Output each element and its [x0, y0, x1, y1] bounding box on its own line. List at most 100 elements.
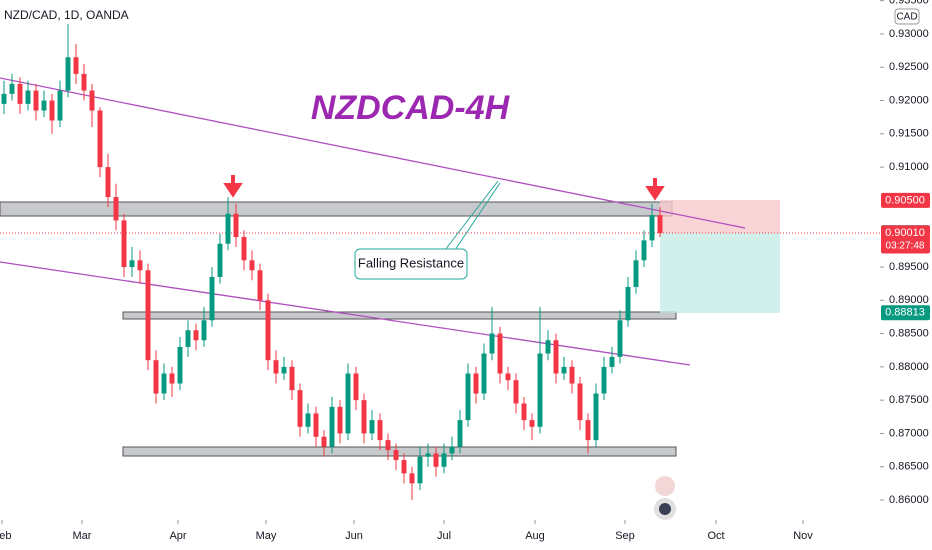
candle-body: [137, 260, 143, 271]
price-badge: [881, 225, 930, 254]
price-badge: [881, 305, 930, 321]
candle-body: [521, 403, 527, 421]
candle-body: [145, 270, 151, 361]
y-tick-label: 0.89000: [889, 294, 929, 306]
candle-body: [633, 260, 639, 287]
candle-body: [241, 237, 247, 261]
candle-body: [577, 383, 583, 421]
y-tick-label: 0.86000: [889, 494, 929, 506]
time-axis: [0, 522, 880, 550]
price-badge-label: 0.88813: [885, 307, 925, 319]
y-tick-label: 0.88500: [889, 327, 929, 339]
candle-body: [185, 330, 191, 347]
candle-body: [625, 286, 631, 321]
candle-body: [297, 390, 303, 427]
candle-body: [49, 100, 55, 121]
y-tick-label: 0.93500: [889, 0, 929, 7]
candle-body: [1, 93, 7, 104]
candle-body: [481, 353, 487, 394]
candle-body: [153, 360, 159, 394]
candle-body: [161, 373, 167, 394]
stop-zone: [660, 200, 780, 233]
candle-body: [585, 420, 591, 441]
x-tick-label: May: [256, 530, 277, 542]
x-tick-label: Aug: [525, 530, 545, 542]
candle-body: [361, 400, 367, 434]
candle-body: [569, 366, 575, 384]
candle-body: [201, 320, 207, 341]
support-zone: [122, 446, 677, 457]
trendline: [0, 261, 691, 366]
candle-body: [561, 366, 567, 374]
candle-body: [593, 393, 599, 441]
y-tick-label: 0.86500: [889, 461, 929, 473]
resistance-zone: [0, 201, 673, 217]
candle-body: [41, 100, 47, 111]
candle-body: [537, 353, 543, 427]
candle-body: [337, 406, 343, 434]
symbol-header: NZD/CAD, 1D, OANDA: [4, 8, 129, 22]
candle-body: [113, 197, 119, 221]
annotation-title: NZDCAD-4H: [311, 89, 511, 127]
candle-body: [369, 420, 375, 434]
candle-body: [545, 340, 551, 354]
candle-body: [249, 260, 255, 271]
x-tick-label: Jun: [345, 530, 363, 542]
candle-body: [417, 456, 423, 484]
candle-body: [169, 373, 175, 384]
x-tick-label: Sep: [615, 530, 635, 542]
y-tick-label: 0.91000: [889, 161, 929, 173]
candle-body: [393, 450, 399, 461]
candle-body: [465, 373, 471, 421]
candle-body: [265, 300, 271, 361]
target-zone: [660, 233, 780, 313]
candle-body: [73, 57, 79, 74]
candle-body: [489, 333, 495, 354]
x-tick-label: Nov: [793, 530, 813, 542]
candle-body: [401, 460, 407, 474]
arrow: [223, 175, 243, 198]
y-tick-label: 0.91500: [889, 128, 929, 140]
candle-body: [649, 215, 655, 241]
candle-body: [433, 453, 439, 467]
candle-body: [17, 83, 23, 104]
candle-body: [33, 90, 39, 111]
candles: [1, 23, 663, 501]
x-tick-label: Oct: [707, 530, 724, 542]
price-badge-label: 0.90010: [885, 227, 925, 239]
candle-body: [209, 276, 215, 321]
arrow: [645, 178, 665, 201]
candle-body: [217, 243, 223, 277]
candle-body: [497, 333, 503, 374]
y-tick-label: 0.89500: [889, 261, 929, 273]
candle-body: [345, 373, 351, 434]
candle-body: [425, 453, 431, 457]
y-tick-label: 0.92500: [889, 61, 929, 73]
price-badge: [881, 192, 930, 208]
y-tick-label: 0.93000: [889, 28, 929, 40]
support-zone: [122, 311, 677, 320]
candle-body: [81, 73, 87, 91]
candle-body: [449, 446, 455, 454]
candle-body: [513, 380, 519, 404]
price-axis: [880, 0, 932, 550]
candle-body: [57, 90, 63, 121]
candle-body: [657, 215, 663, 234]
candle-body: [281, 366, 287, 374]
candle-body: [25, 90, 31, 104]
x-tick-label: Mar: [73, 530, 92, 542]
candle-body: [313, 413, 319, 437]
trendline: [0, 77, 746, 229]
candle-body: [177, 346, 183, 384]
candle-body: [257, 270, 263, 301]
candle-body: [89, 90, 95, 111]
currency-box: [894, 8, 920, 25]
candle-body: [233, 213, 239, 238]
y-tick-label: 0.87500: [889, 394, 929, 406]
candle-body: [305, 413, 311, 427]
candle-body: [601, 366, 607, 394]
candle-body: [505, 373, 511, 381]
candle-body: [529, 420, 535, 427]
candle-body: [193, 330, 199, 341]
